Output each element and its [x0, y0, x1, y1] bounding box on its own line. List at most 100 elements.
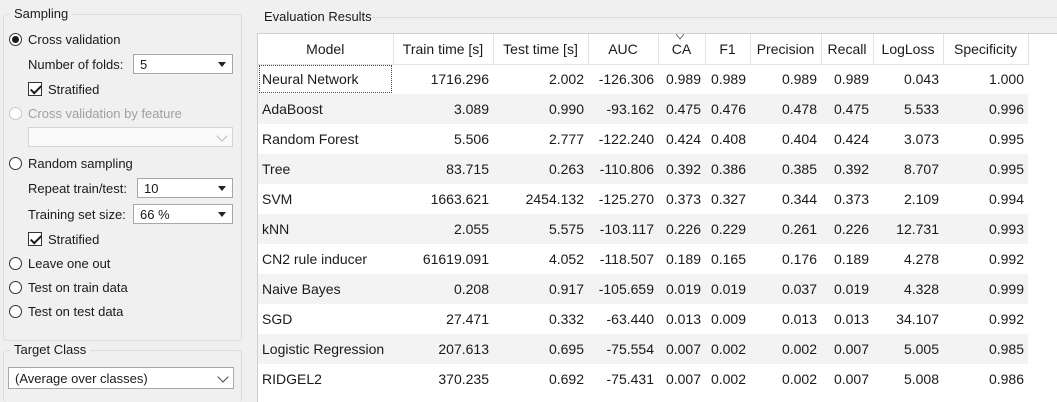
- metric-cell[interactable]: 12.731: [873, 214, 943, 244]
- metric-cell[interactable]: 0.013: [833, 311, 869, 327]
- metric-cell[interactable]: 5.005: [873, 334, 943, 364]
- metric-cell[interactable]: 1716.296: [430, 71, 489, 88]
- metric-cell[interactable]: 0.990: [493, 94, 588, 124]
- metric-cell[interactable]: 0.165: [710, 251, 746, 267]
- metric-cell[interactable]: 1663.621: [430, 191, 489, 207]
- column-header-train-time[interactable]: Train time [s]: [393, 34, 494, 65]
- metric-cell[interactable]: 3.089: [393, 94, 493, 124]
- table-row[interactable]: CN2 rule inducer 61619.091 4.052 -118.507 0.…: [258, 244, 1028, 274]
- model-name-cell[interactable]: AdaBoost: [258, 94, 393, 124]
- metric-cell[interactable]: 370.235: [438, 371, 489, 387]
- metric-cell[interactable]: 2.002: [548, 71, 584, 88]
- metric-cell[interactable]: 5.506: [453, 131, 489, 147]
- metric-cell[interactable]: -125.270: [598, 191, 654, 207]
- table-row[interactable]: Neural Network 1716.296 2.002 -126.306 0.989…: [258, 64, 1028, 94]
- leave-one-out-radio[interactable]: Leave one out: [9, 254, 110, 272]
- metric-cell[interactable]: 207.613: [393, 334, 493, 364]
- column-header-logloss[interactable]: LogLoss: [873, 34, 944, 65]
- table-row[interactable]: Tree 83.715 0.263 -110.806 0.392 0.386 0.385 0.…: [258, 154, 1028, 184]
- metric-cell[interactable]: 0.996: [943, 94, 1028, 124]
- metric-cell[interactable]: 0.007: [833, 371, 869, 387]
- model-name-cell[interactable]: Tree: [258, 154, 393, 184]
- metric-cell[interactable]: -122.240: [598, 131, 654, 147]
- metric-cell[interactable]: 0.043: [903, 71, 939, 88]
- metric-cell[interactable]: 5.008: [903, 371, 939, 387]
- metric-cell[interactable]: 0.992: [988, 311, 1024, 327]
- metric-cell[interactable]: 0.373: [833, 191, 869, 207]
- model-name-cell[interactable]: CN2 rule inducer: [262, 251, 368, 267]
- metric-cell[interactable]: 4.278: [903, 251, 939, 267]
- column-header-f1[interactable]: F1: [705, 34, 751, 65]
- model-name-cell[interactable]: Logistic Regression: [258, 334, 393, 364]
- metric-cell[interactable]: 0.229: [705, 214, 750, 244]
- folds-select[interactable]: 5: [133, 54, 233, 74]
- table-row[interactable]: kNN 2.055 5.575 -103.117 0.226 0.229 0.261 0.22…: [258, 214, 1028, 244]
- metric-cell[interactable]: 0.176: [781, 251, 817, 267]
- metric-cell[interactable]: 0.007: [658, 334, 705, 364]
- cv-by-feature-radio[interactable]: Cross validation by feature: [9, 104, 182, 122]
- table-row[interactable]: Logistic Regression 207.613 0.695 -75.554 0.…: [258, 334, 1028, 364]
- metric-cell[interactable]: 0.404: [781, 131, 817, 147]
- metric-cell[interactable]: 0.989: [710, 71, 746, 88]
- metric-cell[interactable]: 0.917: [493, 274, 588, 304]
- training-size-select[interactable]: 66 %: [133, 204, 233, 224]
- model-name-cell[interactable]: SGD: [262, 311, 293, 327]
- column-header-model[interactable]: Model: [258, 34, 394, 65]
- metric-cell[interactable]: 27.471: [446, 311, 489, 327]
- stratified-checkbox-1[interactable]: Stratified: [28, 80, 99, 98]
- metric-cell[interactable]: 0.692: [548, 371, 584, 387]
- metric-cell[interactable]: 0.002: [705, 334, 750, 364]
- metric-cell[interactable]: -126.306: [598, 71, 654, 88]
- metric-cell[interactable]: 0.424: [665, 131, 701, 147]
- stratified-checkbox-2[interactable]: Stratified: [28, 230, 99, 248]
- metric-cell[interactable]: 0.019: [705, 274, 750, 304]
- model-name-cell[interactable]: kNN: [258, 214, 393, 244]
- metric-cell[interactable]: -103.117: [588, 214, 658, 244]
- target-class-select[interactable]: (Average over classes): [8, 367, 234, 389]
- metric-cell[interactable]: 0.695: [493, 334, 588, 364]
- metric-cell[interactable]: 0.002: [781, 371, 817, 387]
- feature-select[interactable]: [28, 127, 233, 147]
- metric-cell[interactable]: 4.328: [873, 274, 943, 304]
- metric-cell[interactable]: 0.385: [750, 154, 821, 184]
- metric-cell[interactable]: 5.533: [873, 94, 943, 124]
- metric-cell[interactable]: 0.002: [750, 334, 821, 364]
- test-on-train-radio[interactable]: Test on train data: [9, 278, 128, 296]
- metric-cell[interactable]: 0.475: [658, 94, 705, 124]
- metric-cell[interactable]: 0.013: [665, 311, 701, 327]
- metric-cell[interactable]: 0.344: [781, 191, 817, 207]
- metric-cell[interactable]: 2.055: [393, 214, 493, 244]
- metric-cell[interactable]: 0.226: [821, 214, 873, 244]
- metric-cell[interactable]: -93.162: [588, 94, 658, 124]
- metric-cell[interactable]: -75.554: [588, 334, 658, 364]
- model-name-cell[interactable]: Naive Bayes: [258, 274, 393, 304]
- metric-cell[interactable]: 0.007: [821, 334, 873, 364]
- metric-cell[interactable]: 0.189: [833, 251, 869, 267]
- random-sampling-radio[interactable]: Random sampling: [9, 154, 133, 172]
- model-name-cell[interactable]: Neural Network: [258, 64, 393, 94]
- metric-cell[interactable]: 0.986: [988, 371, 1024, 387]
- column-header-specificity[interactable]: Specificity: [943, 34, 1029, 65]
- metric-cell[interactable]: 0.013: [781, 311, 817, 327]
- metric-cell[interactable]: 2.777: [548, 131, 584, 147]
- metric-cell[interactable]: 8.707: [873, 154, 943, 184]
- metric-cell[interactable]: -110.806: [588, 154, 658, 184]
- metric-cell[interactable]: 61619.091: [422, 251, 489, 267]
- metric-cell[interactable]: 0.476: [705, 94, 750, 124]
- table-row[interactable]: SGD 27.471 0.332 -63.440 0.013 0.009 0.013 0.01…: [258, 304, 1028, 334]
- metric-cell[interactable]: 0.261: [750, 214, 821, 244]
- metric-cell[interactable]: 0.037: [750, 274, 821, 304]
- metric-cell[interactable]: 3.073: [903, 131, 939, 147]
- metric-cell[interactable]: 0.226: [658, 214, 705, 244]
- test-on-test-radio[interactable]: Test on test data: [9, 302, 123, 320]
- metric-cell[interactable]: 0.408: [710, 131, 746, 147]
- metric-cell[interactable]: 0.475: [821, 94, 873, 124]
- column-header-ca[interactable]: CA: [658, 34, 706, 65]
- metric-cell[interactable]: 0.208: [393, 274, 493, 304]
- cross-validation-radio[interactable]: Cross validation: [9, 30, 121, 48]
- metric-cell[interactable]: 0.995: [943, 154, 1028, 184]
- metric-cell[interactable]: 0.189: [665, 251, 701, 267]
- metric-cell[interactable]: 34.107: [896, 311, 939, 327]
- metric-cell[interactable]: 0.019: [658, 274, 705, 304]
- metric-cell[interactable]: 83.715: [393, 154, 493, 184]
